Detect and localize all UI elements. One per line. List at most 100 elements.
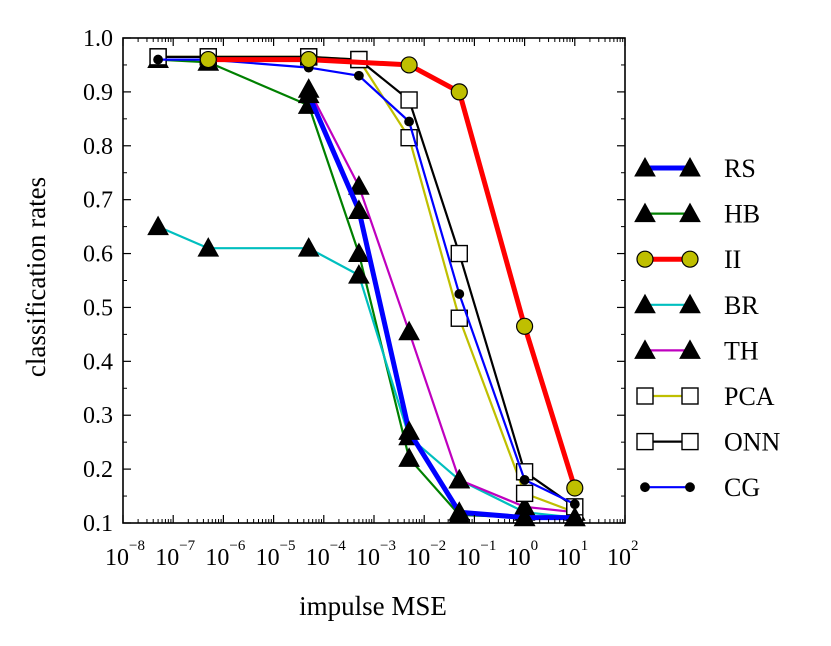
legend-marker [681,250,699,268]
data-point-rs [398,420,420,440]
x-axis-title: impulse MSE [299,591,447,621]
data-point-th [398,320,420,341]
legend-item-br: BR [634,291,759,320]
x-tick-label: 10 [155,545,179,571]
x-tick-label: 10 [205,545,229,571]
x-tick-exponent: −4 [330,538,346,554]
data-point-br [348,264,370,284]
y-tick-label: 0.2 [83,457,113,483]
data-point-onn [450,244,468,263]
x-tick-label: 10 [507,545,531,571]
data-point-pca [515,484,534,503]
data-point-onn [400,91,418,109]
x-tick-label: 10 [306,545,330,571]
legend-label: BR [724,291,759,320]
data-point-cg [153,54,163,65]
data-point-hb [348,242,370,263]
data-point-rs [348,199,370,219]
y-tick-label: 0.8 [83,134,113,160]
legend-marker [636,432,654,451]
series-line-ii [208,57,578,489]
x-tick-exponent: −5 [280,538,296,554]
data-point-br [147,215,169,236]
x-tick-exponent: 0 [531,538,539,554]
legend-marker [640,482,650,493]
data-point-th [448,468,471,489]
series-line-th [307,88,575,514]
legend-marker [685,482,695,493]
series-ii [199,50,584,497]
series-line-br [157,225,575,519]
y-tick-label: 0.6 [83,242,113,268]
legend-label: CG [724,473,760,502]
y-axis-title: classification rates [21,177,51,377]
legend-marker [636,250,654,268]
legend-marker [679,156,701,177]
series-th [297,78,586,521]
legend-marker [634,293,656,314]
legend-marker [636,387,654,405]
data-point-rs [297,83,320,104]
y-tick-label: 0.9 [83,80,113,106]
legend-item-onn: ONN [636,428,781,457]
legend-label: ONN [724,428,781,457]
series-line-rs [306,93,575,521]
x-tick-label: 10 [256,545,280,571]
y-tick-label: 0.5 [83,295,113,321]
legend-item-ii: II [636,245,741,274]
x-tick-label: 10 [406,545,430,571]
legend-item-cg: CG [640,473,760,502]
legend-item-th: TH [634,336,759,365]
data-point-th [348,175,370,195]
data-point-ii [515,317,534,335]
y-tick-label: 0.7 [83,188,113,214]
legend-label: TH [724,336,759,365]
series-layer [147,48,586,527]
data-point-ii [199,50,217,69]
legend-label: HB [724,200,760,229]
data-point-ii [566,479,584,497]
data-point-cg [454,289,465,299]
data-point-cg [404,116,414,127]
legend-marker [634,202,656,223]
series-line-onn [158,55,576,508]
legend: RS HB II BR TH PCA ONN CG [634,154,781,502]
legend-marker [679,339,701,359]
x-tick-label: 10 [105,545,129,571]
x-tick-exponent: −7 [179,538,195,554]
x-tick-exponent: −3 [380,538,396,554]
data-point-br [197,237,220,257]
y-tick-label: 0.3 [83,403,113,429]
legend-item-hb: HB [634,200,760,229]
data-point-ii [300,50,318,69]
data-point-cg [519,474,530,485]
y-tick-label: 1.0 [83,26,113,52]
axes: 0.10.20.30.40.50.60.70.80.91.010 −8 10 −7 10… [83,26,639,571]
x-tick-exponent: −2 [430,538,446,554]
legend-label: RS [724,154,756,183]
x-tick-label: 10 [607,545,631,571]
data-point-br [297,237,320,257]
data-point-hb [398,447,420,467]
x-tick-label: 10 [456,545,480,571]
legend-marker [634,339,656,359]
legend-label: PCA [724,382,775,411]
x-tick-label: 10 [356,545,380,571]
x-tick-label: 10 [557,545,581,571]
legend-marker [679,202,701,223]
x-tick-exponent: −8 [129,538,145,554]
legend-marker [634,156,656,177]
series-rs [297,83,586,527]
y-tick-label: 0.1 [83,511,113,537]
data-point-ii [400,56,418,74]
legend-marker [681,432,699,451]
legend-marker [679,293,701,314]
x-tick-exponent: 2 [631,538,639,554]
data-point-ii [450,83,468,101]
legend-marker [681,387,699,405]
legend-item-pca: PCA [636,382,775,411]
legend-item-rs: RS [634,154,756,183]
x-tick-exponent: 1 [581,538,589,554]
y-tick-label: 0.4 [83,349,113,375]
